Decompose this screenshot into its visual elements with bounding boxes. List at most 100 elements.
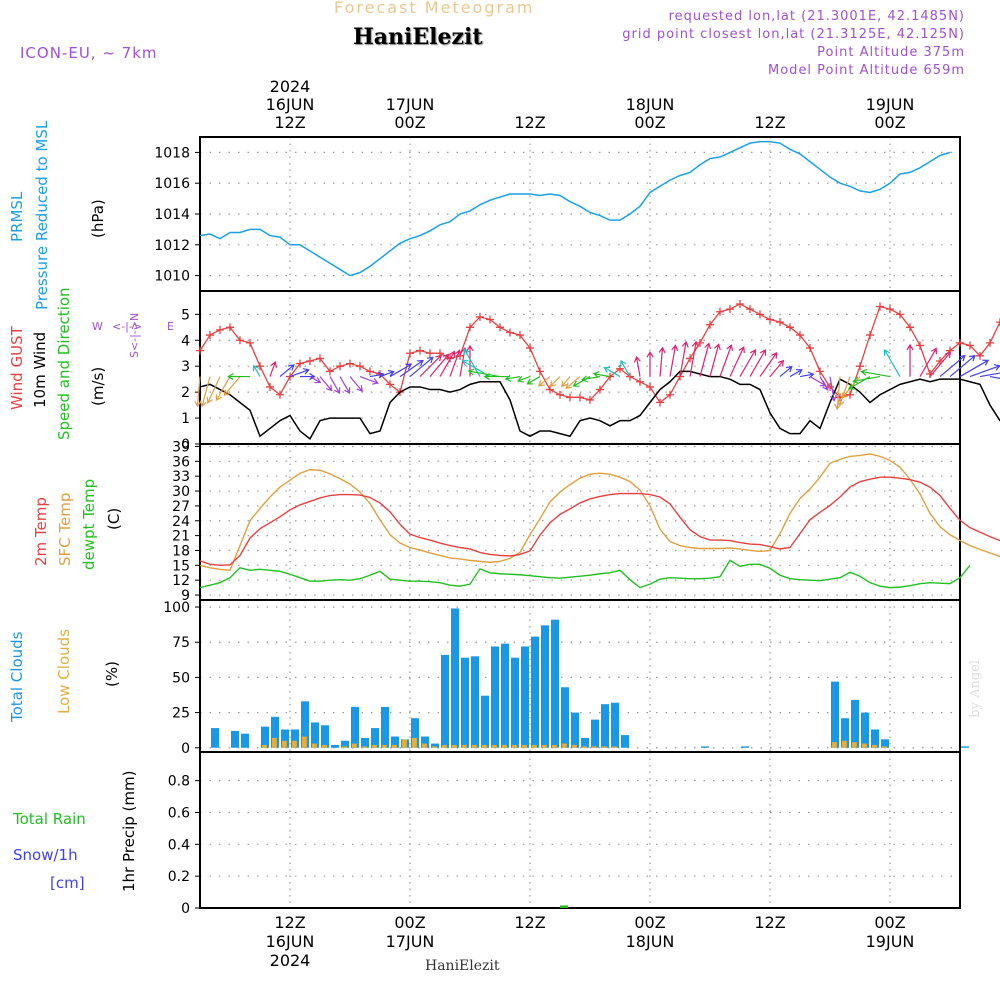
wind-gust-marker xyxy=(876,302,884,311)
pressure-line xyxy=(199,140,951,277)
clouds-tick-label: 50 xyxy=(172,670,190,686)
total-clouds-bar xyxy=(361,737,369,748)
wind-gust-marker xyxy=(816,367,824,376)
wind-gust-marker xyxy=(346,359,354,368)
total-clouds-bar xyxy=(351,706,359,748)
clouds-tick-label: 75 xyxy=(172,635,190,651)
wind-gust-marker xyxy=(956,338,964,347)
wind-direction-arrow xyxy=(483,373,510,381)
wind-gust-marker xyxy=(366,367,374,376)
wind-direction-arrow xyxy=(729,346,745,377)
temperature-tick-label: 18 xyxy=(172,543,190,559)
low-clouds-bar xyxy=(552,744,557,748)
wind-direction-arrow xyxy=(269,361,277,377)
low-clouds-bar xyxy=(872,744,877,748)
low-clouds-bar xyxy=(272,737,277,748)
time-label-top: 12Z xyxy=(514,113,545,132)
total-clouds-bar xyxy=(391,736,399,748)
wind-gust-marker xyxy=(976,351,984,360)
low-clouds-bar xyxy=(592,746,597,748)
wind-direction-arrow xyxy=(658,346,666,377)
total-clouds-bar xyxy=(451,608,459,748)
wind-gust-marker xyxy=(746,305,754,314)
precip-tick-label: 0.8 xyxy=(168,774,190,790)
wind-tick-label: 4 xyxy=(181,333,190,349)
temperature-tick-label: 39 xyxy=(172,439,190,455)
wind-gust-marker xyxy=(466,323,474,332)
total-clouds-bar xyxy=(571,712,579,748)
year-label-bottom: 2024 xyxy=(270,951,311,970)
time-label-bottom: 00Z xyxy=(394,913,425,932)
clouds-tick-label: 25 xyxy=(172,706,190,722)
total-clouds-bar xyxy=(831,681,839,748)
wind-gust-marker xyxy=(516,331,524,340)
total-clouds-bar xyxy=(421,736,429,748)
wind-gust-marker xyxy=(406,349,414,358)
low-clouds-bar xyxy=(422,743,427,748)
wind-direction-arrow xyxy=(860,368,891,378)
wind-gust-marker xyxy=(636,377,644,386)
wind-gust-marker xyxy=(486,315,494,324)
wind-tick-label: 3 xyxy=(181,359,190,375)
wind-gust-marker xyxy=(556,390,564,399)
wind-gust-marker xyxy=(866,331,874,340)
wind-gust-marker xyxy=(566,393,574,402)
pressure-tick-label: 1010 xyxy=(154,269,190,285)
time-label-top: 00Z xyxy=(634,113,665,132)
low-clouds-bar xyxy=(612,746,617,748)
total-clouds-bar xyxy=(881,739,889,748)
low-clouds-bar xyxy=(432,746,437,748)
wind-gust-marker xyxy=(596,385,604,394)
wind-direction-arrow xyxy=(620,359,631,377)
wind-direction-arrow xyxy=(939,354,966,378)
temperature-tick-label: 33 xyxy=(172,469,190,485)
wind-direction-arrow xyxy=(439,350,456,377)
wind-direction-arrow xyxy=(829,376,837,402)
wind-gust-marker xyxy=(316,354,324,363)
wind-gust-marker xyxy=(526,344,534,353)
low-clouds-bar xyxy=(302,736,307,748)
grid-point-coords: grid point closest lon,lat (21.3125E, 42… xyxy=(622,27,965,42)
wind-gust-marker xyxy=(386,380,394,389)
wind-direction-arrow xyxy=(852,375,881,384)
total-clouds-bar xyxy=(331,744,339,748)
wind-direction-arrow xyxy=(279,364,295,378)
time-label-top: 12Z xyxy=(754,113,785,132)
precip-tick-label: 0.6 xyxy=(168,805,190,821)
total-clouds-bar xyxy=(861,712,869,748)
wind-direction-arrow xyxy=(819,376,829,391)
total-clouds-bar xyxy=(471,656,479,748)
wind-direction-arrow xyxy=(883,348,901,377)
wind-direction-arrow xyxy=(227,373,250,381)
wind-speed-line xyxy=(199,370,1000,440)
low-clouds-bar xyxy=(862,743,867,748)
temperature-tick-label: 9 xyxy=(181,588,190,604)
wind-gust-marker xyxy=(886,305,894,314)
station-name: HaniElezit xyxy=(353,24,483,50)
wind-direction-arrow xyxy=(199,376,211,408)
temperature-tick-label: 12 xyxy=(172,573,190,589)
wind-direction-arrow xyxy=(409,356,434,378)
total-clouds-bar xyxy=(531,636,539,748)
total-clouds-bar xyxy=(321,725,329,748)
wind-direction-arrow xyxy=(215,376,231,402)
wind-gust-marker xyxy=(586,395,594,404)
low-clouds-bar xyxy=(542,744,547,748)
temperature-tick-label: 15 xyxy=(172,558,190,574)
wind-gust-marker xyxy=(616,364,624,373)
clouds-tick-label: 100 xyxy=(163,600,190,616)
time-label-top: 00Z xyxy=(394,113,425,132)
total-clouds-bar xyxy=(211,728,219,748)
total-clouds-bar xyxy=(581,737,589,748)
total-clouds-bar xyxy=(271,716,279,748)
low-clouds-bar xyxy=(852,742,857,748)
precip-tick-label: 0.4 xyxy=(168,837,190,853)
wind-direction-arrow xyxy=(289,368,310,378)
wind-gust-marker xyxy=(846,390,854,399)
total-clouds-bar xyxy=(411,718,419,748)
total-clouds-bar xyxy=(461,657,469,748)
wind-gust-marker xyxy=(246,338,254,347)
total-clouds-bar xyxy=(431,743,439,748)
wind-gust-marker xyxy=(896,310,904,319)
